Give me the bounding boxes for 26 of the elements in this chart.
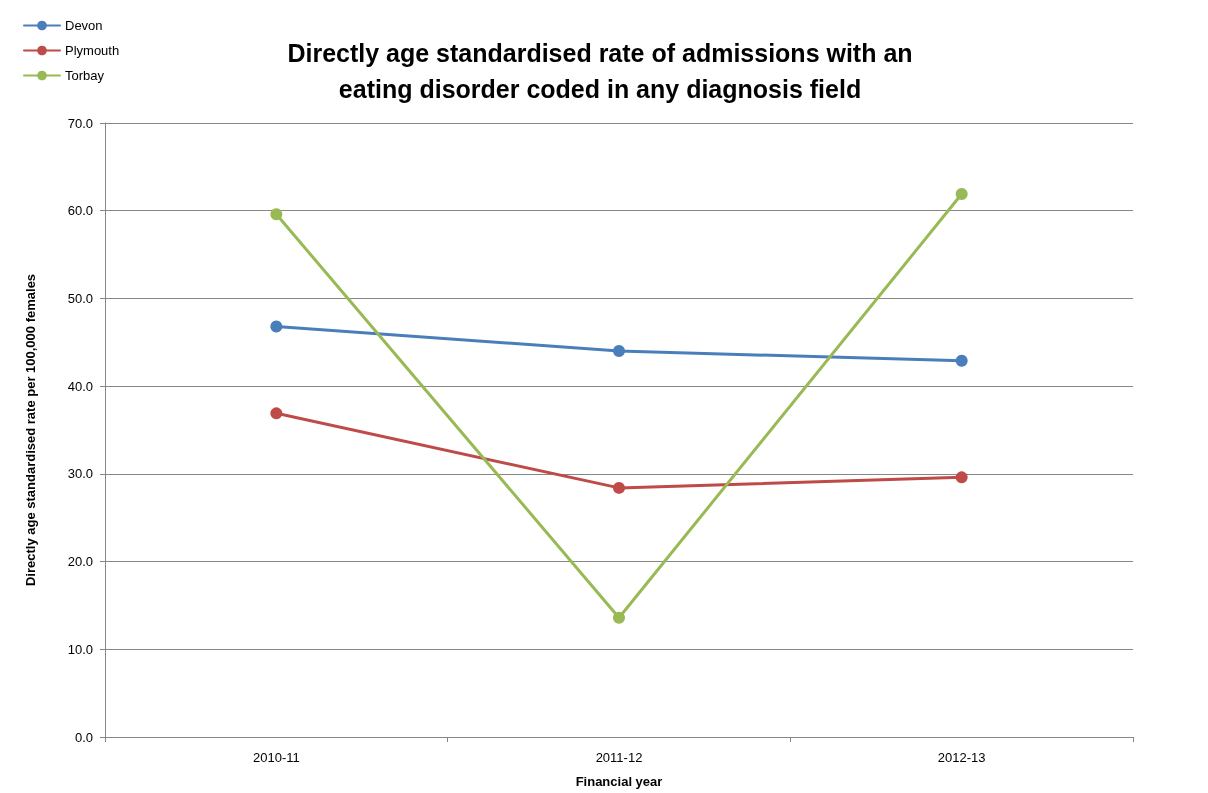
point	[955, 354, 968, 367]
legend-label: Torbay	[65, 68, 105, 83]
point	[955, 188, 968, 201]
point	[270, 208, 283, 221]
chart-title: Directly age standardised rate of admissions with an eating disorder coded in any diagnosis field	[287, 39, 913, 103]
y-tick-label: 0.0	[74, 729, 93, 745]
x-tick-label: 2010-11	[252, 750, 300, 765]
y-tick-label: 40.0	[67, 378, 93, 394]
y-tick-label: 70.0	[67, 115, 93, 131]
x-tick-label: 2012-13	[937, 750, 986, 765]
y-tick-label: 30.0	[67, 466, 93, 482]
point	[955, 471, 968, 484]
y-tick-label: 20.0	[67, 554, 93, 570]
x-tick-label: 2011-12	[595, 750, 643, 765]
y-tick-label: 50.0	[67, 290, 93, 306]
legend-label: Devon	[65, 18, 103, 33]
point	[270, 320, 283, 333]
x-axis-title: Financial year	[575, 774, 663, 789]
point	[613, 345, 625, 358]
point	[270, 407, 283, 420]
point	[613, 611, 625, 624]
point	[613, 481, 625, 494]
y-tick-label: 60.0	[67, 203, 93, 219]
legend-label: Plymouth	[65, 43, 120, 58]
y-tick-label: 10.0	[67, 641, 93, 657]
y-axis-title: Directly age standardised rate per 100,000 females	[23, 273, 38, 587]
